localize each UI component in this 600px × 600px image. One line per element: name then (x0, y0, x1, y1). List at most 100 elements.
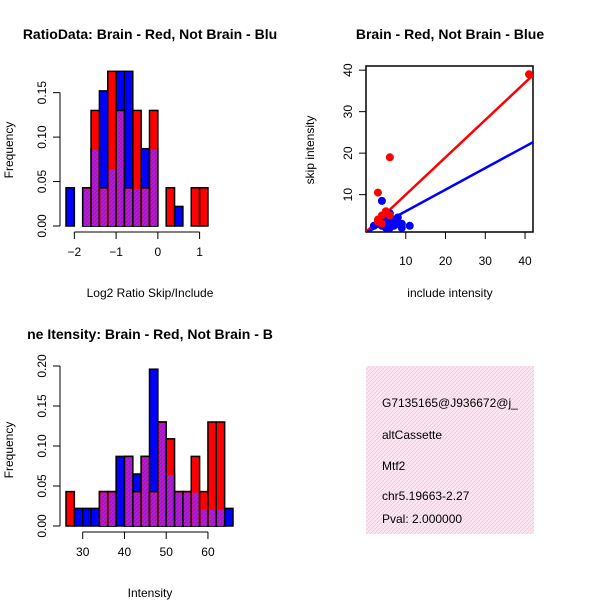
overlap-bar (92, 149, 99, 226)
y-tick-label: 0.00 (35, 214, 49, 238)
overlap-bar (150, 492, 157, 526)
y-tick-label: 10 (341, 188, 355, 202)
x-tick-label: 40 (118, 545, 132, 559)
ratio-histogram-bars (65, 70, 209, 227)
intensity-scatter-panel: Brain - Red, Not Brain - Blue 10 20 30 40 1… (303, 26, 544, 300)
overlap-bar (158, 423, 166, 526)
scatter-points (369, 70, 533, 232)
intensity-histogram-y-axis: 0.00 0.05 0.10 0.15 0.20 (35, 354, 61, 538)
brain-bar (65, 490, 76, 527)
overlap-bar (208, 509, 216, 526)
y-tick-label: 0.10 (35, 434, 49, 458)
y-tick-label: 0.15 (35, 81, 49, 105)
scatter-xlabel: include intensity (407, 286, 492, 300)
overlap-bar (142, 188, 149, 226)
scatter-y-axis: 10 20 30 40 (341, 63, 366, 201)
y-tick-label: 0.10 (35, 125, 49, 149)
not-brain-point (405, 221, 414, 230)
not-brain-bar (115, 455, 126, 527)
overlap-bar (125, 188, 132, 226)
y-tick-label: 30 (341, 105, 355, 119)
overlap-bar (125, 457, 132, 526)
overlap-bar (200, 509, 207, 526)
x-tick-label: 20 (439, 254, 453, 268)
overlap-bar (83, 188, 91, 226)
not-brain-point (385, 223, 394, 232)
y-tick-label: 20 (341, 146, 355, 160)
intensity-histogram-ylabel: Frequency (2, 422, 16, 479)
y-tick-label: 0.00 (35, 514, 49, 538)
brain-point (385, 153, 394, 162)
info-pval: Pval: 2.000000 (382, 512, 462, 526)
overlap-bar (108, 169, 116, 226)
overlap-bar (142, 457, 149, 526)
overlap-bar (117, 111, 124, 226)
intensity-histogram-bars (65, 368, 234, 527)
scatter-ylabel: skip intensity (303, 116, 317, 185)
overlap-bar (192, 492, 199, 526)
x-tick-label: 30 (76, 545, 90, 559)
overlap-bar (108, 492, 116, 526)
y-tick-label: 0.20 (35, 354, 49, 378)
info-location: chr5.19663-2.27 (382, 489, 470, 503)
not-brain-bar (81, 507, 92, 527)
intensity-histogram-x-axis: 30 40 50 60 (76, 531, 215, 559)
not-brain-bar (73, 507, 84, 527)
y-tick-label: 0.15 (35, 394, 49, 418)
x-tick-label: 60 (201, 545, 215, 559)
ratio-histogram-xlabel: Log2 Ratio Skip/Include (87, 286, 214, 300)
overlap-bar (100, 188, 107, 226)
ratio-histogram-title: RatioData: Brain - Red, Not Brain - Blu (23, 26, 277, 42)
intensity-histogram-title: ne Itensity: Brain - Red, Not Brain - B (27, 326, 273, 342)
x-tick-label: 40 (518, 254, 532, 268)
not-brain-bar (223, 507, 234, 527)
info-probe-id: G7135165@J936672@j_ (382, 396, 518, 410)
intensity-histogram-xlabel: Intensity (128, 586, 173, 600)
scatter-title: Brain - Red, Not Brain - Blue (356, 26, 544, 42)
not-brain-point (389, 217, 398, 226)
not-brain-point (397, 223, 406, 232)
y-tick-label: 0.05 (35, 170, 49, 194)
x-tick-label: 50 (160, 545, 174, 559)
y-tick-label: 0.05 (35, 474, 49, 498)
not-brain-bar (65, 187, 76, 227)
info-gene-name: Mtf2 (382, 459, 406, 473)
intensity-histogram-panel: ne Itensity: Brain - Red, Not Brain - B … (2, 326, 273, 600)
overlap-bar (175, 492, 182, 526)
brain-point (373, 188, 382, 197)
y-tick-label: 40 (341, 63, 355, 77)
x-tick-label: −1 (109, 245, 123, 259)
brain-bar (165, 187, 176, 227)
overlap-bar (100, 492, 107, 526)
brain-bar (190, 187, 201, 227)
scatter-plot-box (365, 65, 534, 233)
not-brain-bar (173, 205, 184, 227)
info-event-type: altCassette (382, 428, 442, 442)
x-tick-label: 10 (399, 254, 413, 268)
not-brain-bar (90, 507, 101, 527)
x-tick-label: 1 (196, 245, 203, 259)
overlap-bar (217, 509, 224, 526)
overlap-bar (133, 492, 141, 526)
info-panel: G7135165@J936672@j_ altCassette Mtf2 chr… (366, 366, 534, 534)
brain-point (525, 70, 533, 79)
brain-fit-line (366, 74, 533, 232)
brain-point (385, 211, 394, 220)
overlap-bar (150, 149, 157, 226)
overlap-bar (133, 188, 141, 226)
x-tick-label: 30 (479, 254, 493, 268)
ratio-histogram-ylabel: Frequency (2, 122, 16, 179)
scatter-x-axis: 10 20 30 40 (399, 232, 532, 268)
not-brain-point (377, 196, 386, 205)
ratio-histogram-panel: RatioData: Brain - Red, Not Brain - Blu … (2, 26, 277, 300)
brain-bar (198, 187, 209, 227)
ratio-histogram-y-axis: 0.00 0.05 0.10 0.15 (35, 81, 61, 238)
info-box-background (366, 366, 534, 534)
brain-point (373, 217, 382, 226)
x-tick-label: 0 (155, 245, 162, 259)
ratio-histogram-x-axis: −2 −1 0 1 (68, 231, 203, 259)
x-tick-label: −2 (68, 245, 82, 259)
overlap-bar (183, 492, 191, 526)
overlap-bar (167, 475, 174, 526)
